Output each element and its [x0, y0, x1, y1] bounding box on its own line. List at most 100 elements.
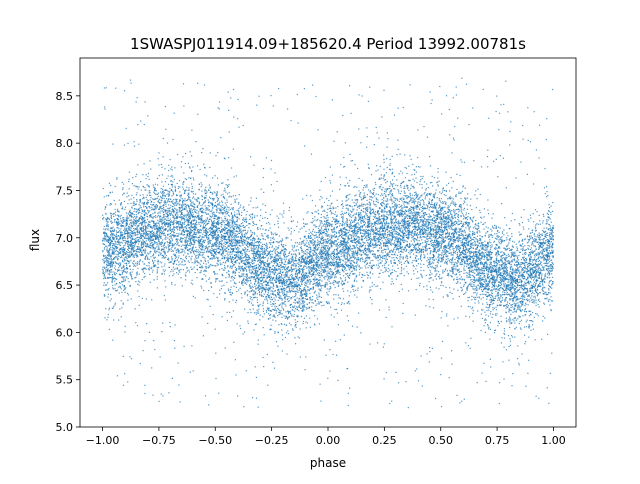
data-point: [129, 265, 131, 267]
data-point: [426, 183, 428, 185]
data-point: [422, 200, 424, 202]
data-point: [414, 234, 416, 236]
data-point: [419, 285, 421, 287]
data-point: [448, 222, 450, 224]
data-point: [236, 323, 238, 325]
data-point: [244, 256, 246, 258]
data-point: [204, 174, 206, 176]
data-point: [489, 279, 491, 281]
data-point: [313, 310, 315, 312]
data-point: [184, 252, 186, 254]
data-point: [160, 220, 162, 222]
data-point: [416, 249, 418, 251]
data-point: [135, 217, 137, 219]
data-point: [489, 245, 491, 247]
data-point: [229, 289, 232, 291]
data-point: [295, 258, 297, 260]
data-point: [414, 247, 416, 249]
data-point: [445, 202, 447, 204]
data-point: [466, 288, 468, 290]
data-point: [545, 223, 547, 225]
data-point: [370, 213, 372, 215]
data-point: [304, 292, 306, 294]
data-point: [143, 204, 145, 206]
data-point: [408, 225, 410, 227]
data-point: [257, 250, 259, 252]
data-point: [140, 254, 142, 256]
data-point: [270, 310, 273, 312]
data-point: [411, 249, 413, 251]
data-point: [367, 244, 369, 246]
data-point: [121, 281, 123, 283]
data-point: [521, 263, 523, 265]
data-point: [259, 253, 261, 255]
data-point: [300, 265, 303, 267]
data-point: [442, 272, 444, 274]
data-point: [174, 234, 176, 236]
data-point: [196, 264, 198, 266]
data-point: [232, 262, 234, 264]
data-point: [387, 138, 389, 140]
data-point: [471, 247, 473, 249]
data-point: [537, 293, 539, 295]
data-point: [189, 371, 191, 373]
data-point: [372, 188, 374, 190]
data-point: [485, 293, 487, 296]
data-point: [434, 224, 436, 226]
data-point: [222, 256, 224, 258]
data-point: [134, 223, 136, 225]
data-point: [401, 221, 403, 223]
data-point: [347, 232, 349, 234]
data-point: [358, 265, 360, 267]
data-point: [519, 315, 521, 317]
data-point: [501, 279, 503, 281]
data-point: [366, 203, 368, 205]
data-point: [502, 288, 505, 290]
data-point: [299, 328, 301, 330]
data-point: [339, 265, 341, 267]
data-point: [537, 303, 539, 306]
data-point: [542, 268, 544, 270]
data-point: [112, 221, 114, 223]
data-point: [369, 343, 371, 345]
data-point: [298, 305, 300, 307]
data-point: [262, 356, 264, 359]
data-point: [309, 248, 311, 250]
data-point: [174, 236, 176, 238]
data-point: [285, 272, 287, 274]
data-point: [448, 244, 450, 246]
data-point: [326, 221, 328, 224]
data-point: [202, 236, 204, 238]
data-point: [368, 167, 370, 169]
data-point: [402, 248, 405, 250]
data-point: [132, 244, 134, 246]
data-point: [161, 174, 163, 176]
data-point: [493, 281, 495, 283]
data-point: [488, 284, 490, 286]
data-point: [364, 211, 367, 213]
data-point: [360, 219, 362, 221]
data-point: [311, 267, 313, 269]
data-point: [240, 242, 242, 244]
data-point: [430, 244, 432, 246]
data-point: [109, 239, 111, 241]
data-point: [110, 298, 112, 300]
data-point: [392, 195, 394, 197]
data-point: [430, 234, 432, 236]
data-point: [194, 237, 196, 239]
data-point: [336, 214, 338, 216]
data-point: [275, 272, 277, 274]
data-point: [164, 200, 166, 202]
data-point: [104, 238, 106, 240]
data-point: [462, 222, 464, 224]
data-point: [349, 240, 351, 242]
data-point: [473, 160, 475, 162]
data-point: [468, 227, 470, 230]
data-point: [211, 205, 214, 207]
data-point: [383, 234, 385, 236]
data-point: [108, 252, 110, 254]
data-point: [334, 236, 336, 239]
data-point: [379, 288, 382, 290]
data-point: [435, 225, 437, 227]
data-point: [305, 230, 307, 233]
